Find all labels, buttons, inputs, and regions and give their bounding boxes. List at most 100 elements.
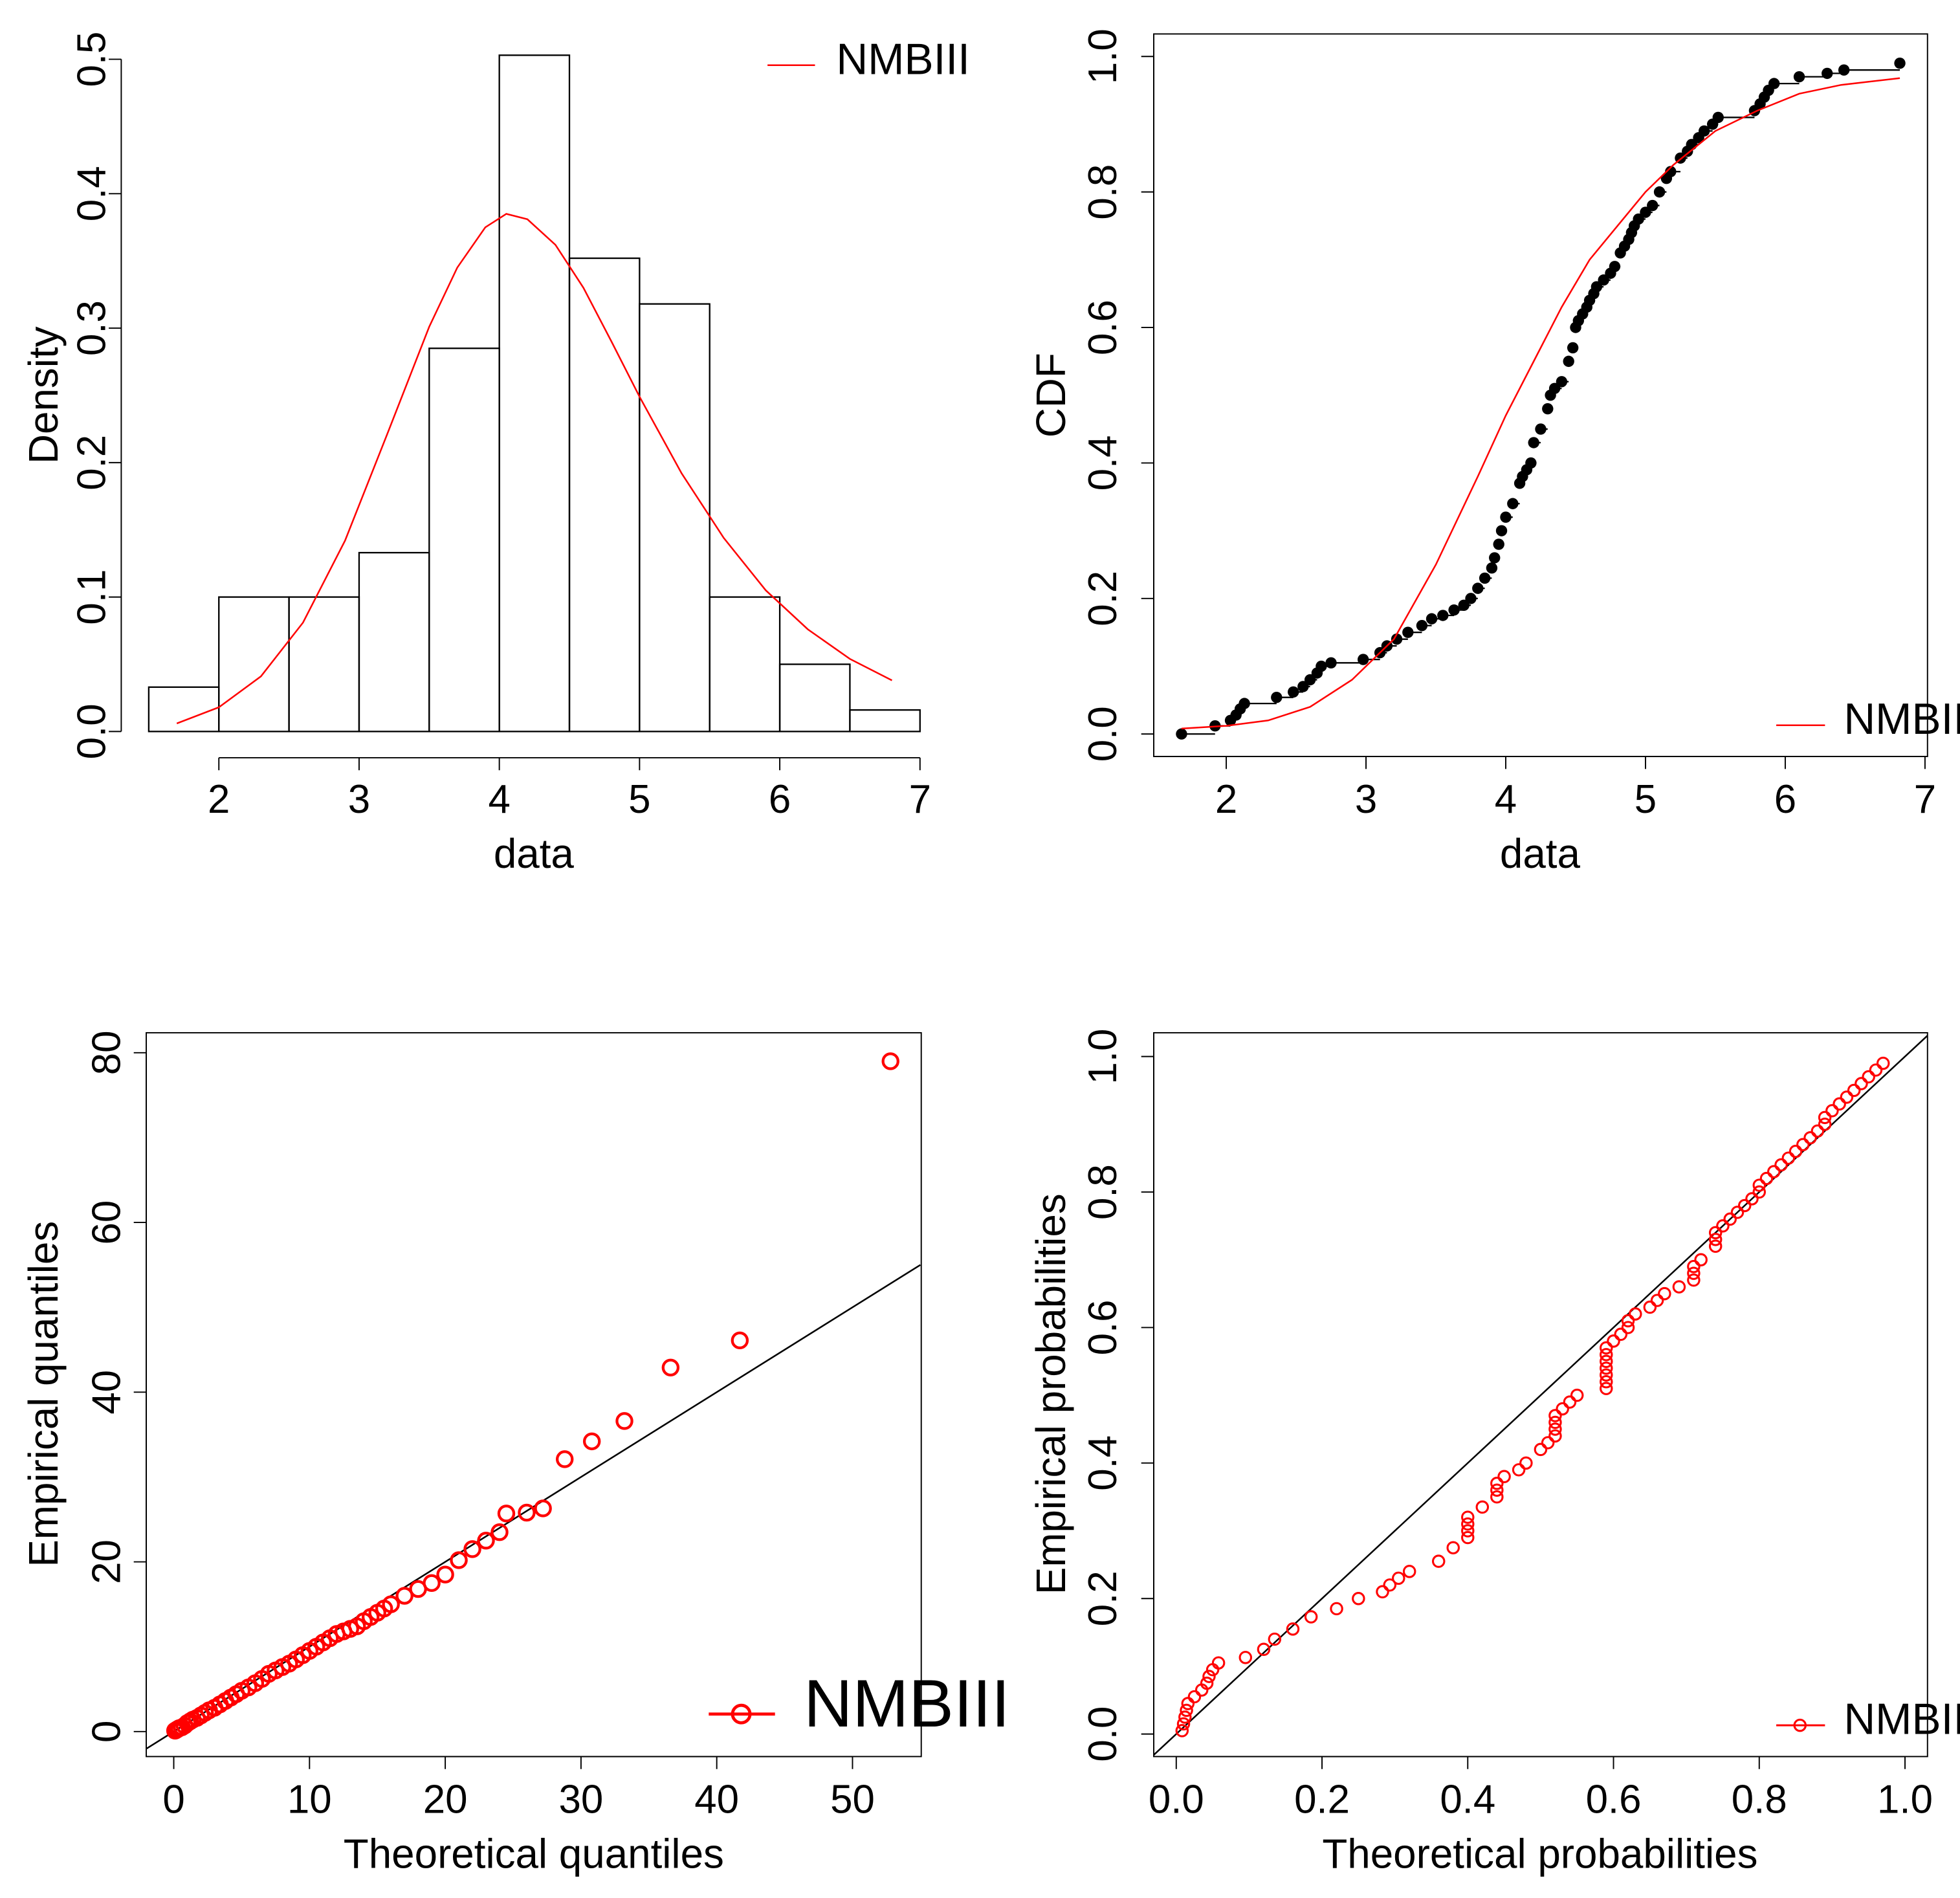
- pp-point: [1392, 1571, 1405, 1585]
- pp-x-axis: 0.0 0.2 0.4 0.6 0.8 1.0: [1149, 1756, 1933, 1822]
- pp-point: [1708, 1226, 1723, 1240]
- cdf-point: [1495, 525, 1508, 536]
- pp-point: [1600, 1348, 1613, 1362]
- qq-y-axis-label: Empirical quantiles: [20, 1221, 67, 1567]
- pp-point: [1672, 1280, 1686, 1294]
- pp-point: [1519, 1456, 1533, 1470]
- hist-x-tick-label: 2: [208, 777, 230, 822]
- cdf-point: [1535, 423, 1547, 435]
- pp-legend-label: NMBIII: [1844, 1695, 1960, 1744]
- histogram-panel: 2 3 4 5 6 7 0.0 0.1 0.2 0.3 0.4 0.5 data Density N…: [20, 32, 970, 877]
- pp-y-tick-label: 0.4: [1081, 1435, 1125, 1491]
- hist-x-tick-label: 7: [909, 777, 931, 822]
- pp-point: [1876, 1056, 1890, 1070]
- pp-point: [1687, 1273, 1701, 1287]
- pp-point: [1490, 1477, 1504, 1490]
- hist-y-tick-label: 0.3: [69, 300, 114, 356]
- pp-point: [1187, 1690, 1202, 1704]
- pp-point: [1286, 1622, 1300, 1636]
- cdf-point: [1479, 572, 1491, 584]
- pp-legend: NMBIII: [1776, 1695, 1960, 1744]
- pp-point: [1818, 1110, 1832, 1125]
- cdf-point: [1822, 67, 1833, 80]
- cdf-point: [1448, 604, 1460, 616]
- pp-point: [1563, 1395, 1577, 1409]
- cdf-point: [1647, 199, 1658, 212]
- cdf-y-tick-label: 0.2: [1081, 571, 1125, 626]
- qq-x-tick-label: 40: [694, 1777, 739, 1822]
- cdf-point: [1493, 538, 1504, 550]
- cdf-point: [1894, 58, 1906, 69]
- qq-legend: NMBIII: [709, 1666, 1010, 1741]
- pp-point: [1847, 1083, 1861, 1098]
- pp-x-tick-label: 0.2: [1294, 1777, 1350, 1822]
- qq-point: [382, 1595, 400, 1613]
- pp-y-tick-label: 1.0: [1081, 1029, 1125, 1085]
- cdf-x-axis-label: data: [1500, 830, 1581, 877]
- qq-point: [450, 1551, 468, 1569]
- pp-point: [1176, 1717, 1191, 1731]
- pp-point: [1723, 1212, 1737, 1226]
- cdf-point: [1458, 599, 1470, 611]
- cdf-point: [1316, 660, 1327, 672]
- pp-point: [1239, 1651, 1253, 1664]
- hist-x-axis-label: data: [494, 830, 575, 877]
- pp-points: [1175, 1056, 1890, 1738]
- qq-legend-marker: [731, 1703, 752, 1725]
- hist-x-axis: 2 3 4 5 6 7: [208, 756, 931, 822]
- pp-point: [1461, 1530, 1475, 1545]
- pp-y-axis: 0.0 0.2 0.4 0.6 0.8 1.0: [1081, 1029, 1154, 1762]
- hist-legend: NMBIII: [767, 35, 970, 83]
- qq-point: [534, 1499, 552, 1517]
- cdf-point: [1426, 613, 1438, 624]
- pp-x-tick-label: 1.0: [1877, 1777, 1933, 1822]
- cdf-point: [1653, 186, 1666, 198]
- pp-point: [1825, 1104, 1839, 1118]
- pp-legend-marker: [1793, 1718, 1807, 1732]
- cdf-panel: 2 3 4 5 6 7 0.0 0.2 0.4 0.6 0.8 1.0 data CDF NMBII…: [1028, 28, 1960, 877]
- cdf-point: [1712, 111, 1724, 124]
- pp-x-axis-label: Theoretical probabilities: [1322, 1830, 1757, 1877]
- qq-point: [661, 1358, 680, 1377]
- pp-point: [1556, 1402, 1569, 1416]
- cdf-empirical-points: [1176, 58, 1906, 740]
- pp-point: [1752, 1178, 1766, 1192]
- pp-point: [1708, 1239, 1723, 1253]
- cdf-point: [1437, 610, 1449, 621]
- cdf-point: [1304, 674, 1316, 686]
- pp-point: [1330, 1602, 1343, 1616]
- pp-point: [1257, 1642, 1271, 1657]
- cdf-x-tick-label: 4: [1495, 777, 1517, 822]
- pp-point: [1737, 1198, 1752, 1213]
- pp-point: [1202, 1670, 1216, 1683]
- cdf-x-tick-label: 6: [1774, 777, 1796, 822]
- cdf-point: [1176, 728, 1187, 740]
- pp-y-axis-label: Empirical probabilities: [1028, 1193, 1074, 1595]
- cdf-point: [1598, 274, 1609, 286]
- cdf-point: [1609, 261, 1621, 272]
- pp-point: [1796, 1138, 1810, 1151]
- pp-point: [1534, 1442, 1548, 1457]
- hist-y-axis-label: Density: [20, 326, 67, 464]
- cdf-x-tick-label: 5: [1635, 777, 1657, 822]
- qq-point: [731, 1331, 749, 1350]
- pp-point: [1548, 1429, 1562, 1443]
- qq-points: [166, 1052, 899, 1740]
- cdf-point: [1542, 403, 1554, 415]
- pp-point: [1600, 1341, 1613, 1355]
- pp-point: [1446, 1541, 1460, 1554]
- cdf-y-axis-label: CDF: [1028, 353, 1074, 437]
- cdf-y-tick-label: 0.8: [1081, 164, 1125, 220]
- pp-point: [1745, 1192, 1759, 1206]
- pp-x-tick-label: 0.4: [1440, 1777, 1495, 1822]
- cdf-point: [1528, 437, 1539, 448]
- hist-y-tick-label: 0.4: [69, 166, 114, 221]
- pp-point: [1781, 1151, 1796, 1165]
- qq-x-axis-label: Theoretical quantiles: [344, 1830, 724, 1877]
- pp-point: [1708, 1233, 1723, 1246]
- cdf-point: [1416, 620, 1428, 632]
- cdf-y-axis: 0.0 0.2 0.4 0.6 0.8 1.0: [1081, 28, 1154, 762]
- cdf-point: [1358, 654, 1369, 665]
